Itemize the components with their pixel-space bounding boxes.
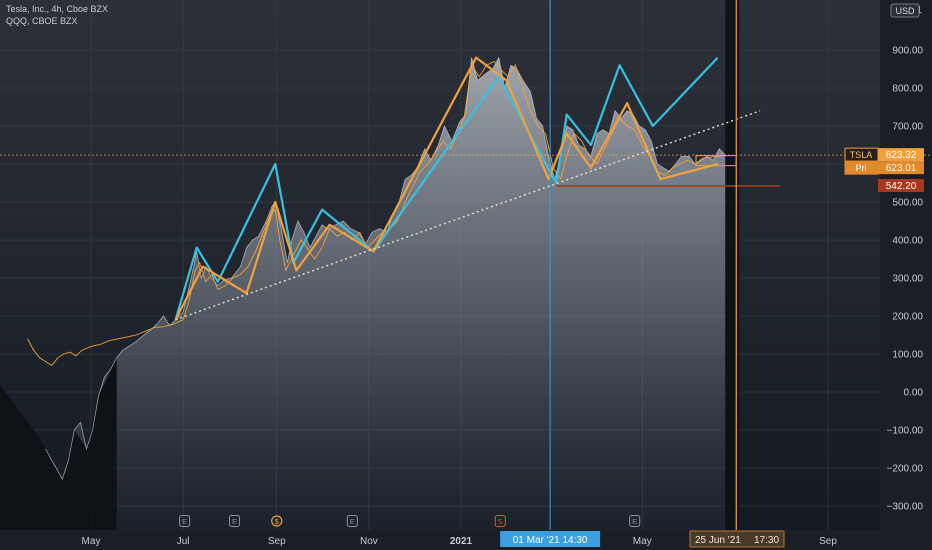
- marker-frame: [346, 515, 358, 527]
- crosshair-date-box: [500, 531, 601, 547]
- price-tag-value: 542.20: [886, 181, 917, 192]
- price-tag-tsla: TSLA 623.32: [844, 147, 924, 162]
- price-tag-value-box: [878, 161, 924, 175]
- x-tick-label: May: [633, 536, 652, 547]
- marker-label: E: [182, 517, 187, 526]
- price-tag-value-box: [878, 148, 924, 162]
- marker-label: $: [275, 517, 280, 526]
- marker-frame: [179, 515, 191, 527]
- replay-mask: [725, 0, 740, 530]
- price-tag-level: 542.20: [878, 178, 924, 192]
- split-marker-icon[interactable]: S: [494, 515, 506, 527]
- currency-badge: USD: [890, 3, 920, 18]
- x-tick-label: Sep: [268, 536, 286, 547]
- qqq-line: [27, 60, 726, 366]
- y-tick-label: 800.00: [892, 84, 923, 95]
- event-marker-layer: E E $ E S E: [179, 515, 641, 527]
- tsla-area: [0, 57, 726, 530]
- axis-panel-right: [880, 0, 932, 550]
- price-tag-value: 623.32: [886, 150, 917, 161]
- price-tag-layer: TSLA 623.32 Pri 623.01 542.20: [844, 147, 924, 192]
- marker-label: E: [350, 517, 355, 526]
- y-tick-label: 900.00: [892, 46, 923, 57]
- price-tag-pri: Pri 623.01: [844, 160, 924, 175]
- y-tick-label: −200.00: [887, 464, 924, 475]
- replay-date-box: [689, 530, 785, 548]
- currency-badge-label: USD: [895, 6, 915, 16]
- marker-label: E: [632, 517, 637, 526]
- replay-date-text: 25 Jun '21: [695, 535, 741, 546]
- earnings-marker-icon[interactable]: E: [179, 515, 191, 527]
- earnings-marker-icon[interactable]: E: [346, 515, 358, 527]
- symbol-legend[interactable]: Tesla, Inc., 4h, Cboe BZX: [6, 4, 109, 14]
- y-tick-label: 700.00: [892, 122, 923, 133]
- crosshair-labels: 01 Mar '21 14:30 25 Jun '21 17:30: [500, 530, 785, 548]
- marker-frame: [271, 515, 283, 527]
- y-tick-label: 300.00: [892, 274, 923, 285]
- marker-label: S: [498, 517, 503, 526]
- marker-frame: [494, 515, 506, 527]
- crosshair-date-label: 01 Mar '21 14:30: [500, 531, 601, 547]
- price-tag-name: Pri: [856, 163, 867, 173]
- price-tag-value: 623.01: [886, 163, 917, 174]
- compare-legend[interactable]: QQQ, CBOE BZX: [6, 16, 78, 26]
- dividend-marker-icon[interactable]: $: [271, 515, 283, 527]
- x-tick-label: Jul: [177, 536, 190, 547]
- y-tick-label: 100.00: [892, 350, 923, 361]
- currency-badge-frame: [890, 3, 920, 18]
- x-tick-label: Nov: [360, 536, 378, 547]
- price-tag-value-box: [878, 178, 924, 192]
- x-tick-label: May: [82, 536, 101, 547]
- y-tick-label: 0.00: [904, 388, 924, 399]
- x-tick-label: 2021: [450, 536, 473, 547]
- price-tag-name: TSLA: [850, 150, 873, 160]
- drawing-layer: [0, 0, 932, 530]
- earnings-marker-icon[interactable]: E: [228, 515, 240, 527]
- axis-panel-bottom: [0, 530, 880, 550]
- crosshair-date-text: 01 Mar '21 14:30: [513, 535, 588, 546]
- dotted-trendline: [175, 110, 761, 321]
- y-tick-label: 200.00: [892, 312, 923, 323]
- y-tick-label: −300.00: [887, 502, 924, 513]
- replay-date-label: 25 Jun '21 17:30: [689, 530, 785, 548]
- tsla-drawdown-area: [0, 357, 117, 530]
- x-tick-label: Sep: [819, 536, 837, 547]
- marker-label: E: [232, 517, 237, 526]
- marker-frame: [629, 515, 641, 527]
- blue-wave-line: [174, 56, 719, 321]
- orange-wave-line: [174, 56, 719, 321]
- chart-legend: Tesla, Inc., 4h, Cboe BZX QQQ, CBOE BZX: [6, 3, 108, 27]
- marker-frame: [228, 515, 240, 527]
- tsla-line: [45, 56, 726, 481]
- replay-time-text: 17:30: [754, 535, 779, 546]
- y-tick-label: 400.00: [892, 236, 923, 247]
- y-tick-label-top: 1: [916, 5, 922, 16]
- y-tick-label: −100.00: [887, 426, 924, 437]
- y-tick-label: 500.00: [892, 198, 923, 209]
- y-axis: 1900.00800.00700.00600.00500.00400.00300…: [887, 3, 924, 513]
- earnings-marker-icon[interactable]: E: [629, 515, 641, 527]
